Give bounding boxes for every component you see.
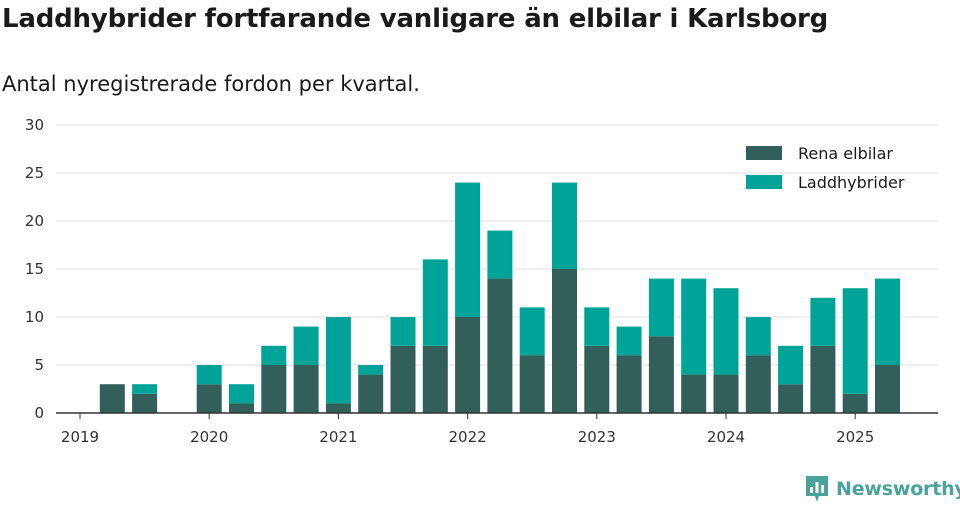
bar-segment — [325, 403, 351, 413]
bar-segment — [681, 278, 707, 375]
chart-subtitle: Antal nyregistrerade fordon per kvartal. — [2, 72, 420, 96]
bar-segment — [713, 288, 739, 375]
bar-segment — [648, 336, 674, 413]
x-tick-label: 2025 — [836, 428, 874, 446]
bar-segment — [293, 326, 319, 365]
bar-segment — [422, 345, 448, 413]
bar-segment — [552, 182, 577, 269]
bar-segment — [196, 384, 222, 413]
legend-label: Laddhybrider — [798, 173, 905, 192]
bar-segment — [358, 374, 384, 413]
chart-title: Laddhybrider fortfarande vanligare än el… — [2, 4, 829, 34]
bar-segment — [616, 326, 642, 356]
brand-logo: Newsworthy — [804, 474, 960, 504]
x-tick-label: 2019 — [61, 428, 99, 446]
bar-segment — [552, 269, 577, 413]
bar-segment — [132, 384, 158, 394]
bar-segment — [229, 384, 254, 404]
bar-segment — [648, 278, 674, 337]
bar-segment — [875, 278, 900, 365]
bars — [99, 182, 900, 413]
bar-segment — [261, 365, 287, 413]
legend-swatch — [746, 146, 782, 160]
bar-segment — [681, 374, 707, 413]
bar-segment — [842, 288, 868, 394]
x-tick-label: 2020 — [190, 428, 228, 446]
bar-segment — [745, 317, 771, 356]
bar-segment — [325, 317, 351, 404]
bar-segment — [99, 384, 125, 413]
bar-segment — [422, 259, 448, 346]
bar-segment — [875, 365, 900, 413]
bar-segment — [745, 355, 771, 413]
bar-segment — [778, 384, 804, 413]
bar-segment — [519, 355, 545, 413]
legend: Rena elbilar Laddhybrider — [746, 144, 905, 192]
bar-segment — [584, 307, 610, 346]
y-tick-label: 15 — [25, 260, 44, 278]
y-tick-label: 10 — [25, 308, 44, 326]
bar-segment — [519, 307, 545, 356]
y-tick-label: 25 — [25, 164, 44, 182]
bar-segment — [132, 393, 158, 413]
y-axis-labels: 0 5 10 15 20 25 30 — [25, 116, 44, 422]
x-tick-label: 2024 — [707, 428, 745, 446]
bar-segment — [390, 317, 416, 346]
legend-swatch — [746, 175, 782, 189]
bar-segment — [229, 403, 254, 413]
bar-segment — [390, 345, 416, 413]
bar-segment — [584, 345, 610, 413]
bar-segment — [616, 355, 642, 413]
bar-segment — [713, 374, 739, 413]
bar-segment — [487, 230, 513, 279]
x-tick-label: 2021 — [319, 428, 357, 446]
x-tick-label: 2022 — [449, 428, 487, 446]
bar-segment — [455, 182, 481, 317]
newsworthy-logo-icon — [806, 476, 828, 502]
bar-segment — [293, 365, 319, 413]
bar-segment — [810, 297, 836, 346]
bar-segment — [455, 317, 481, 413]
bar-segment — [778, 345, 804, 385]
bar-segment — [358, 365, 384, 375]
y-tick-label: 5 — [34, 356, 44, 374]
bar-segment — [842, 393, 868, 413]
x-tick-label: 2023 — [578, 428, 616, 446]
y-tick-label: 30 — [25, 116, 44, 134]
bar-segment — [487, 278, 513, 413]
y-tick-label: 0 — [34, 404, 44, 422]
bar-segment — [261, 345, 287, 365]
brand-name: Newsworthy — [836, 478, 960, 500]
x-axis: 2019 2020 2021 2022 2023 2024 2025 — [56, 412, 938, 446]
y-tick-label: 20 — [25, 212, 44, 230]
bar-segment — [810, 345, 836, 413]
legend-label: Rena elbilar — [798, 144, 893, 163]
bar-segment — [196, 365, 222, 385]
